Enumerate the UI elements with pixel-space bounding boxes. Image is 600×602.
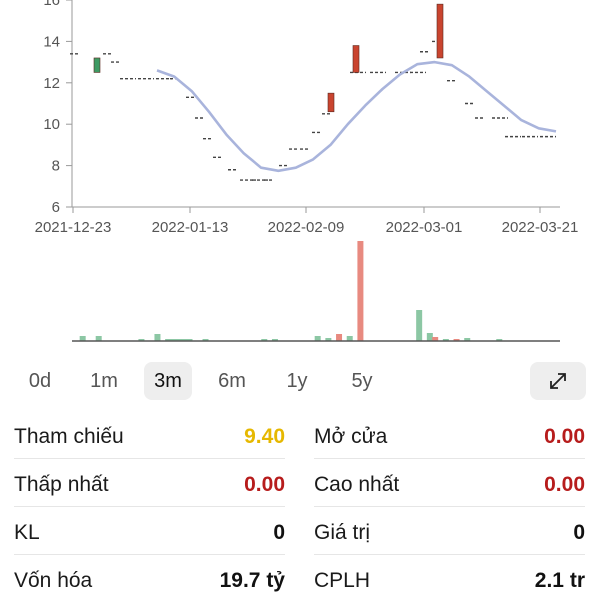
stat-value: 0.00	[544, 425, 585, 448]
volume-bar	[271, 339, 278, 341]
stat-label: Vốn hóa	[14, 569, 93, 592]
stat-high: Cao nhất 0.00	[314, 460, 585, 507]
stat-label: Giá trị	[314, 521, 371, 544]
stat-value: 9.40	[244, 425, 285, 448]
range-tab-1y[interactable]: 1y	[286, 370, 308, 392]
volume-bar	[170, 339, 177, 341]
stat-label: Cao nhất	[314, 473, 400, 496]
stat-reference: Tham chiếu 9.40	[14, 412, 285, 459]
stat-open: Mở cửa 0.00	[314, 412, 585, 459]
stat-label: Tham chiếu	[14, 425, 124, 448]
range-tab-5y[interactable]: 5y	[351, 370, 373, 392]
volume-bar	[186, 339, 193, 341]
candle	[93, 57, 101, 73]
volume-bar	[357, 241, 364, 341]
volume-bar	[336, 334, 343, 341]
stat-value-traded: Giá trị 0	[314, 508, 585, 555]
y-tick-label: 14	[43, 33, 60, 50]
stat-shares-outstanding: CPLH 2.1 tr	[314, 556, 585, 602]
x-tick-label: 2022-03-21	[502, 219, 579, 236]
stat-volume: KL 0	[14, 508, 285, 555]
volume-bar	[442, 339, 449, 341]
stat-value: 0.00	[544, 473, 585, 496]
volume-bar	[261, 339, 268, 341]
volume-bar	[416, 310, 423, 341]
volume-bar	[175, 339, 182, 341]
volume-chart-canvas	[72, 241, 560, 342]
candle	[327, 92, 335, 113]
price-chart-canvas: 6 8 10 12 14 16 2021-12-23 2022-01-13 2022-02-09…	[35, 0, 579, 236]
volume-bar	[181, 339, 188, 341]
x-tick-label: 2022-02-09	[268, 219, 345, 236]
x-tick-label: 2022-01-13	[152, 219, 229, 236]
stat-value: 2.1 tr	[534, 569, 585, 592]
volume-bar	[496, 339, 503, 341]
stat-market-cap: Vốn hóa 19.7 tỷ	[14, 556, 285, 602]
x-tick-label: 2022-03-01	[386, 219, 463, 236]
volume-bar	[202, 339, 209, 341]
trend-line	[156, 60, 557, 173]
stat-low: Thấp nhất 0.00	[14, 460, 285, 507]
range-tab-1m[interactable]: 1m	[90, 370, 118, 392]
volume-bar	[165, 339, 172, 341]
stat-label: Mở cửa	[314, 425, 388, 448]
y-tick-label: 12	[43, 75, 60, 92]
y-tick-label: 6	[52, 199, 60, 216]
y-tick-label: 8	[52, 158, 60, 175]
stat-value: 19.7 tỷ	[219, 569, 285, 592]
price-chart[interactable]: 6 8 10 12 14 16 2021-12-23 2022-01-13 2022-02-09…	[0, 0, 600, 352]
volume-bar	[453, 339, 460, 341]
volume-bar	[325, 338, 332, 341]
stat-value: 0	[273, 521, 285, 544]
stat-value: 0.00	[244, 473, 285, 496]
stat-value: 0	[573, 521, 585, 544]
volume-bar	[426, 333, 433, 341]
stat-label: KL	[14, 521, 40, 544]
y-tick-label: 16	[43, 0, 60, 9]
volume-bar	[432, 337, 439, 341]
candle	[352, 45, 360, 73]
stat-label: CPLH	[314, 569, 371, 592]
time-range-selector: 0d 1m 3m 6m 1y 5y	[0, 362, 600, 404]
volume-bar	[154, 334, 161, 341]
volume-bar	[138, 339, 145, 341]
expand-icon	[550, 373, 566, 389]
volume-bar	[79, 336, 86, 341]
stat-label: Thấp nhất	[14, 473, 109, 496]
volume-bar	[95, 336, 102, 341]
fullscreen-button[interactable]	[530, 362, 586, 400]
volume-bar	[464, 338, 471, 341]
volume-bar	[314, 336, 321, 341]
y-tick-label: 10	[43, 116, 60, 133]
range-tab-3m[interactable]: 3m	[144, 362, 192, 400]
x-tick-label: 2021-12-23	[35, 219, 112, 236]
range-tab-6m[interactable]: 6m	[218, 370, 246, 392]
volume-bar	[346, 336, 353, 341]
range-tab-0d[interactable]: 0d	[28, 370, 52, 392]
candle	[436, 3, 444, 59]
